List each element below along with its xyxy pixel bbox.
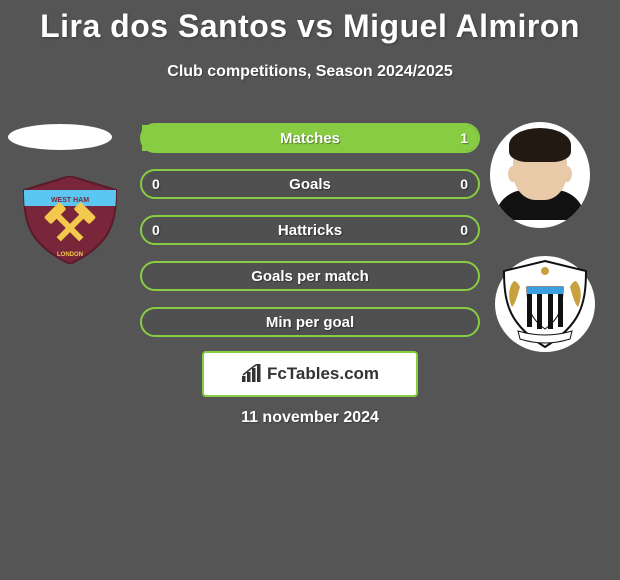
stat-left-value: 0 xyxy=(152,176,160,192)
stats-table: Matches 1 0 Goals 0 0 Hattricks 0 Goals … xyxy=(140,123,480,353)
stat-row-matches: Matches 1 xyxy=(140,123,480,153)
stat-label: Goals xyxy=(289,176,331,193)
stat-row-goals: 0 Goals 0 xyxy=(140,169,480,199)
stat-left-value: 0 xyxy=(152,222,160,238)
bar-chart-icon xyxy=(241,364,263,384)
club-left-badge: WEST HAM UNITED LONDON xyxy=(20,176,120,264)
stat-label: Hattricks xyxy=(278,222,342,239)
stat-row-gpm: Goals per match xyxy=(140,261,480,291)
stat-row-hattricks: 0 Hattricks 0 xyxy=(140,215,480,245)
page-title: Lira dos Santos vs Miguel Almiron xyxy=(0,0,620,45)
club-right-badge xyxy=(495,256,595,352)
branding-label: FcTables.com xyxy=(267,364,379,384)
stat-right-value: 1 xyxy=(460,130,468,146)
stat-label: Matches xyxy=(280,130,340,147)
player-right-avatar xyxy=(490,122,590,228)
stat-row-mpg: Min per goal xyxy=(140,307,480,337)
stat-label: Min per goal xyxy=(266,314,354,331)
date-label: 11 november 2024 xyxy=(0,409,620,427)
stat-right-value: 0 xyxy=(460,222,468,238)
stat-right-value: 0 xyxy=(460,176,468,192)
subtitle: Club competitions, Season 2024/2025 xyxy=(0,63,620,81)
stat-label: Goals per match xyxy=(251,268,369,285)
svg-text:LONDON: LONDON xyxy=(57,252,83,258)
player-left-avatar xyxy=(8,124,112,150)
svg-text:WEST HAM: WEST HAM xyxy=(51,197,89,204)
branding-box[interactable]: FcTables.com xyxy=(202,351,418,397)
